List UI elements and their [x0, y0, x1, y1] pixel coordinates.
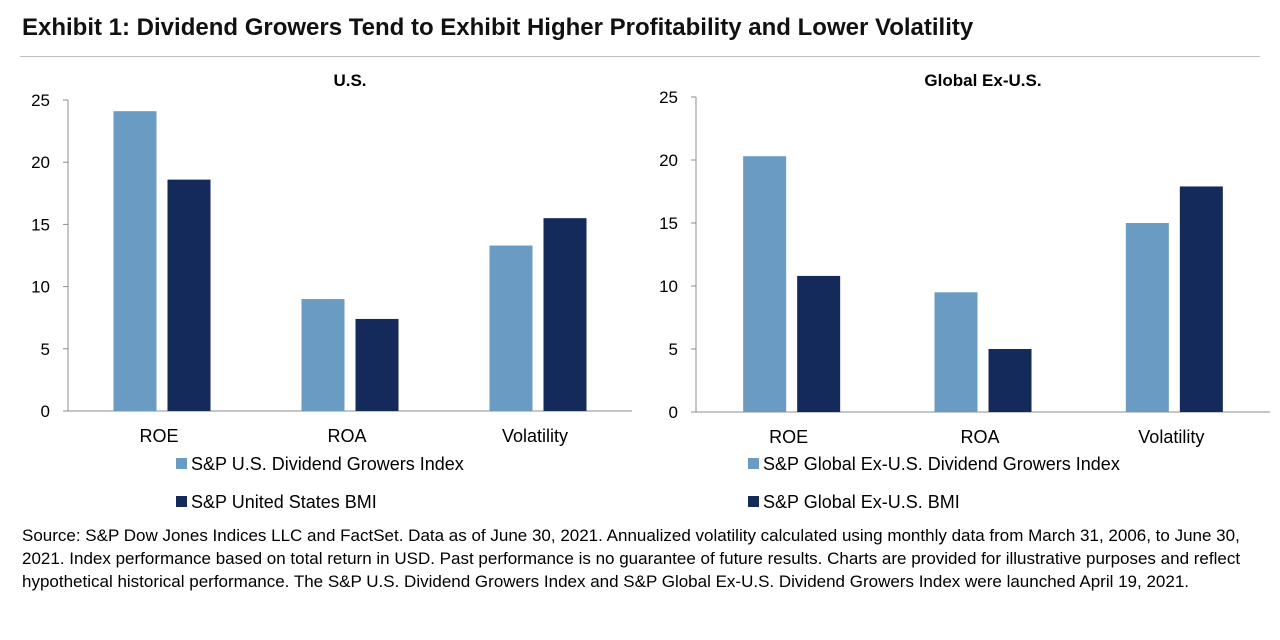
bar-volatility-series-1: [489, 245, 533, 411]
bar-volatility-series-2: [1179, 186, 1223, 412]
category-label: Volatility: [502, 426, 568, 446]
legend-label: S&P United States BMI: [191, 492, 377, 512]
chart-title: Global Ex-U.S.: [924, 71, 1041, 90]
y-tick-label: 0: [41, 402, 50, 421]
y-tick-label: 25: [31, 91, 50, 110]
legend-label: S&P U.S. Dividend Growers Index: [191, 454, 464, 474]
y-tick-label: 25: [659, 88, 678, 107]
exhibit-title: Exhibit 1: Dividend Growers Tend to Exhi…: [22, 14, 974, 41]
source-note: Source: S&P Dow Jones Indices LLC and Fa…: [22, 526, 1241, 591]
y-tick-label: 15: [31, 215, 50, 234]
bar-roe-series-2: [797, 275, 841, 412]
category-label: ROA: [960, 427, 999, 447]
y-tick-label: 20: [659, 151, 678, 170]
bar-roe-series-1: [743, 156, 787, 412]
title-divider: [20, 56, 1260, 57]
bar-roa-series-2: [988, 349, 1032, 412]
y-tick-label: 0: [669, 403, 678, 422]
legend-swatch: [176, 496, 187, 507]
legend-label: S&P Global Ex-U.S. Dividend Growers Inde…: [763, 454, 1120, 474]
bar-volatility-series-1: [1125, 223, 1169, 412]
y-tick-label: 15: [659, 214, 678, 233]
bar-roa-series-1: [301, 299, 345, 411]
chart-title: U.S.: [333, 71, 366, 90]
bar-roe-series-2: [167, 179, 211, 411]
bar-roa-series-2: [355, 318, 399, 411]
bar-volatility-series-2: [543, 218, 587, 411]
y-tick-label: 10: [659, 277, 678, 296]
y-tick-label: 5: [41, 340, 50, 359]
category-label: Volatility: [1138, 427, 1204, 447]
y-tick-label: 5: [669, 340, 678, 359]
legend-swatch: [176, 458, 187, 469]
y-tick-label: 10: [31, 278, 50, 297]
us-bar-chart: U.S. 0 5 10 15 20 25 ROE ROA Volatility S&P U.S. D…: [31, 71, 632, 512]
category-label: ROE: [769, 427, 808, 447]
bar-roa-series-1: [934, 292, 978, 412]
legend-swatch: [748, 496, 759, 507]
category-label: ROE: [139, 426, 178, 446]
global-ex-us-bar-chart: Global Ex-U.S. 0 5 10 15 20 25 ROE ROA Volatility…: [659, 71, 1270, 512]
legend-swatch: [748, 458, 759, 469]
legend-label: S&P Global Ex-U.S. BMI: [763, 492, 960, 512]
y-tick-label: 20: [31, 153, 50, 172]
bar-roe-series-1: [113, 111, 157, 412]
category-label: ROA: [327, 426, 366, 446]
